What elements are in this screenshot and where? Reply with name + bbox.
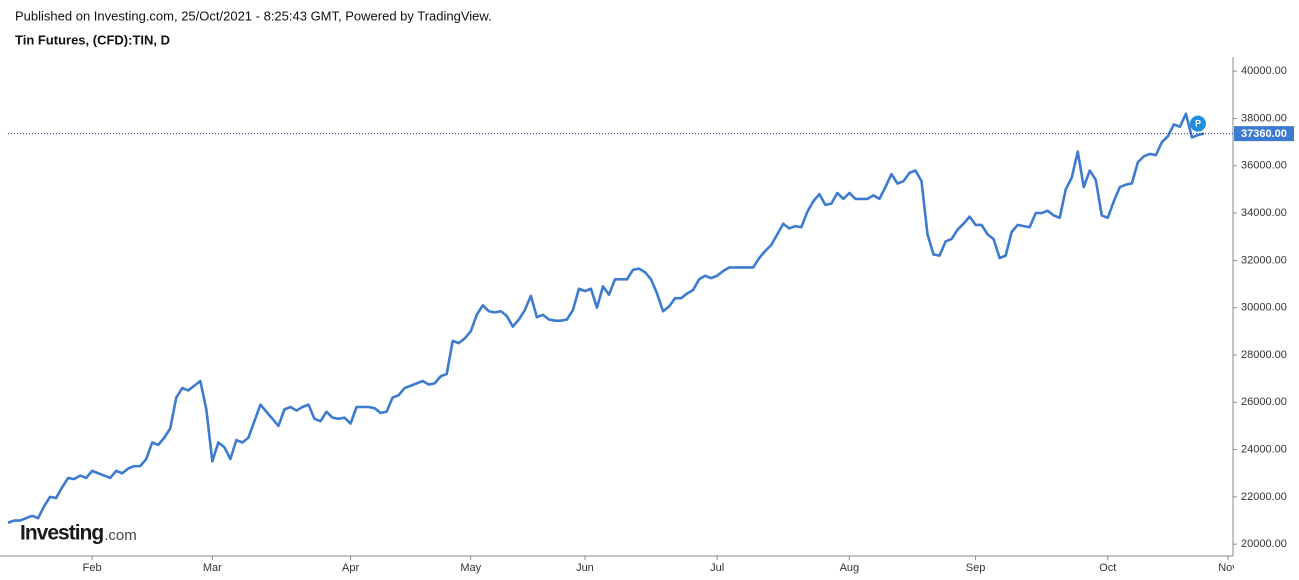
y-tick-label: 32000.00 (1241, 254, 1287, 266)
last-price-box (1234, 126, 1294, 142)
x-tick-label: Jun (576, 562, 594, 574)
x-tick-label: Nov (1218, 562, 1238, 574)
x-tick-label: Jul (710, 562, 724, 574)
y-tick-label: 40000.00 (1241, 65, 1287, 77)
plot (7, 112, 1205, 525)
x-tick-label: Sep (966, 562, 986, 574)
logo: Investing (20, 522, 103, 545)
y-tick-label: 36000.00 (1241, 160, 1287, 172)
logo-suffix: .com (104, 527, 137, 544)
annotation-badge (1189, 115, 1206, 132)
y-tick-label: 28000.00 (1241, 349, 1287, 361)
y-tick-label: 20000.00 (1241, 538, 1287, 550)
last-price-label: 37360.00 (1241, 128, 1287, 140)
x-tick-label: Feb (83, 562, 102, 574)
annotation-label: P (1195, 118, 1201, 128)
x-tick-label: Mar (203, 562, 222, 574)
x-tick-label: Aug (840, 562, 860, 574)
y-tick-label: 34000.00 (1241, 207, 1287, 219)
chart-title: Tin Futures, (CFD):TIN, D (15, 32, 170, 47)
y-tick-label: 22000.00 (1241, 491, 1287, 503)
x-tick-label: Apr (342, 562, 359, 574)
published-note: Published on Investing.com, 25/Oct/2021 … (15, 8, 492, 23)
y-tick-label: 30000.00 (1241, 302, 1287, 314)
y-tick-label: 26000.00 (1241, 396, 1287, 408)
price-line-series (7, 112, 1205, 525)
x-tick-label: Oct (1099, 562, 1116, 574)
y-tick-label: 24000.00 (1241, 443, 1287, 455)
y-tick-label: 38000.00 (1241, 112, 1287, 124)
x-tick-label: May (460, 562, 481, 574)
